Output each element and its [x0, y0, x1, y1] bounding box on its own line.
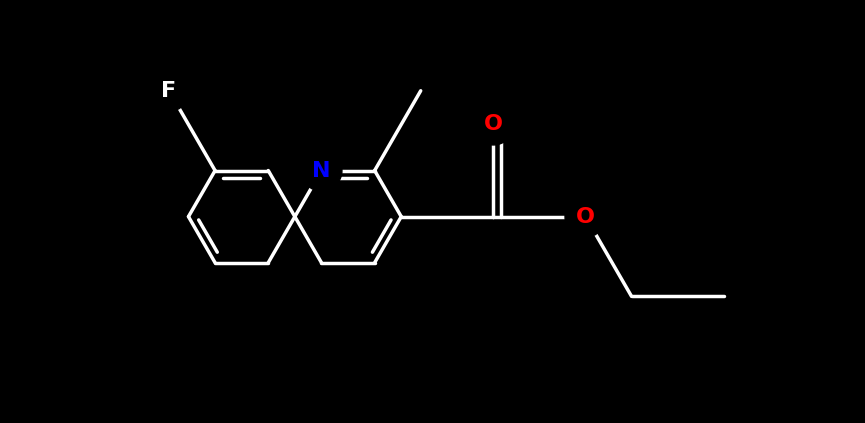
Text: F: F: [162, 81, 176, 101]
Circle shape: [149, 70, 189, 111]
Circle shape: [565, 196, 606, 237]
Circle shape: [473, 104, 514, 145]
Text: N: N: [312, 161, 330, 181]
Text: O: O: [576, 206, 595, 227]
Text: O: O: [484, 115, 503, 135]
Circle shape: [301, 150, 342, 191]
